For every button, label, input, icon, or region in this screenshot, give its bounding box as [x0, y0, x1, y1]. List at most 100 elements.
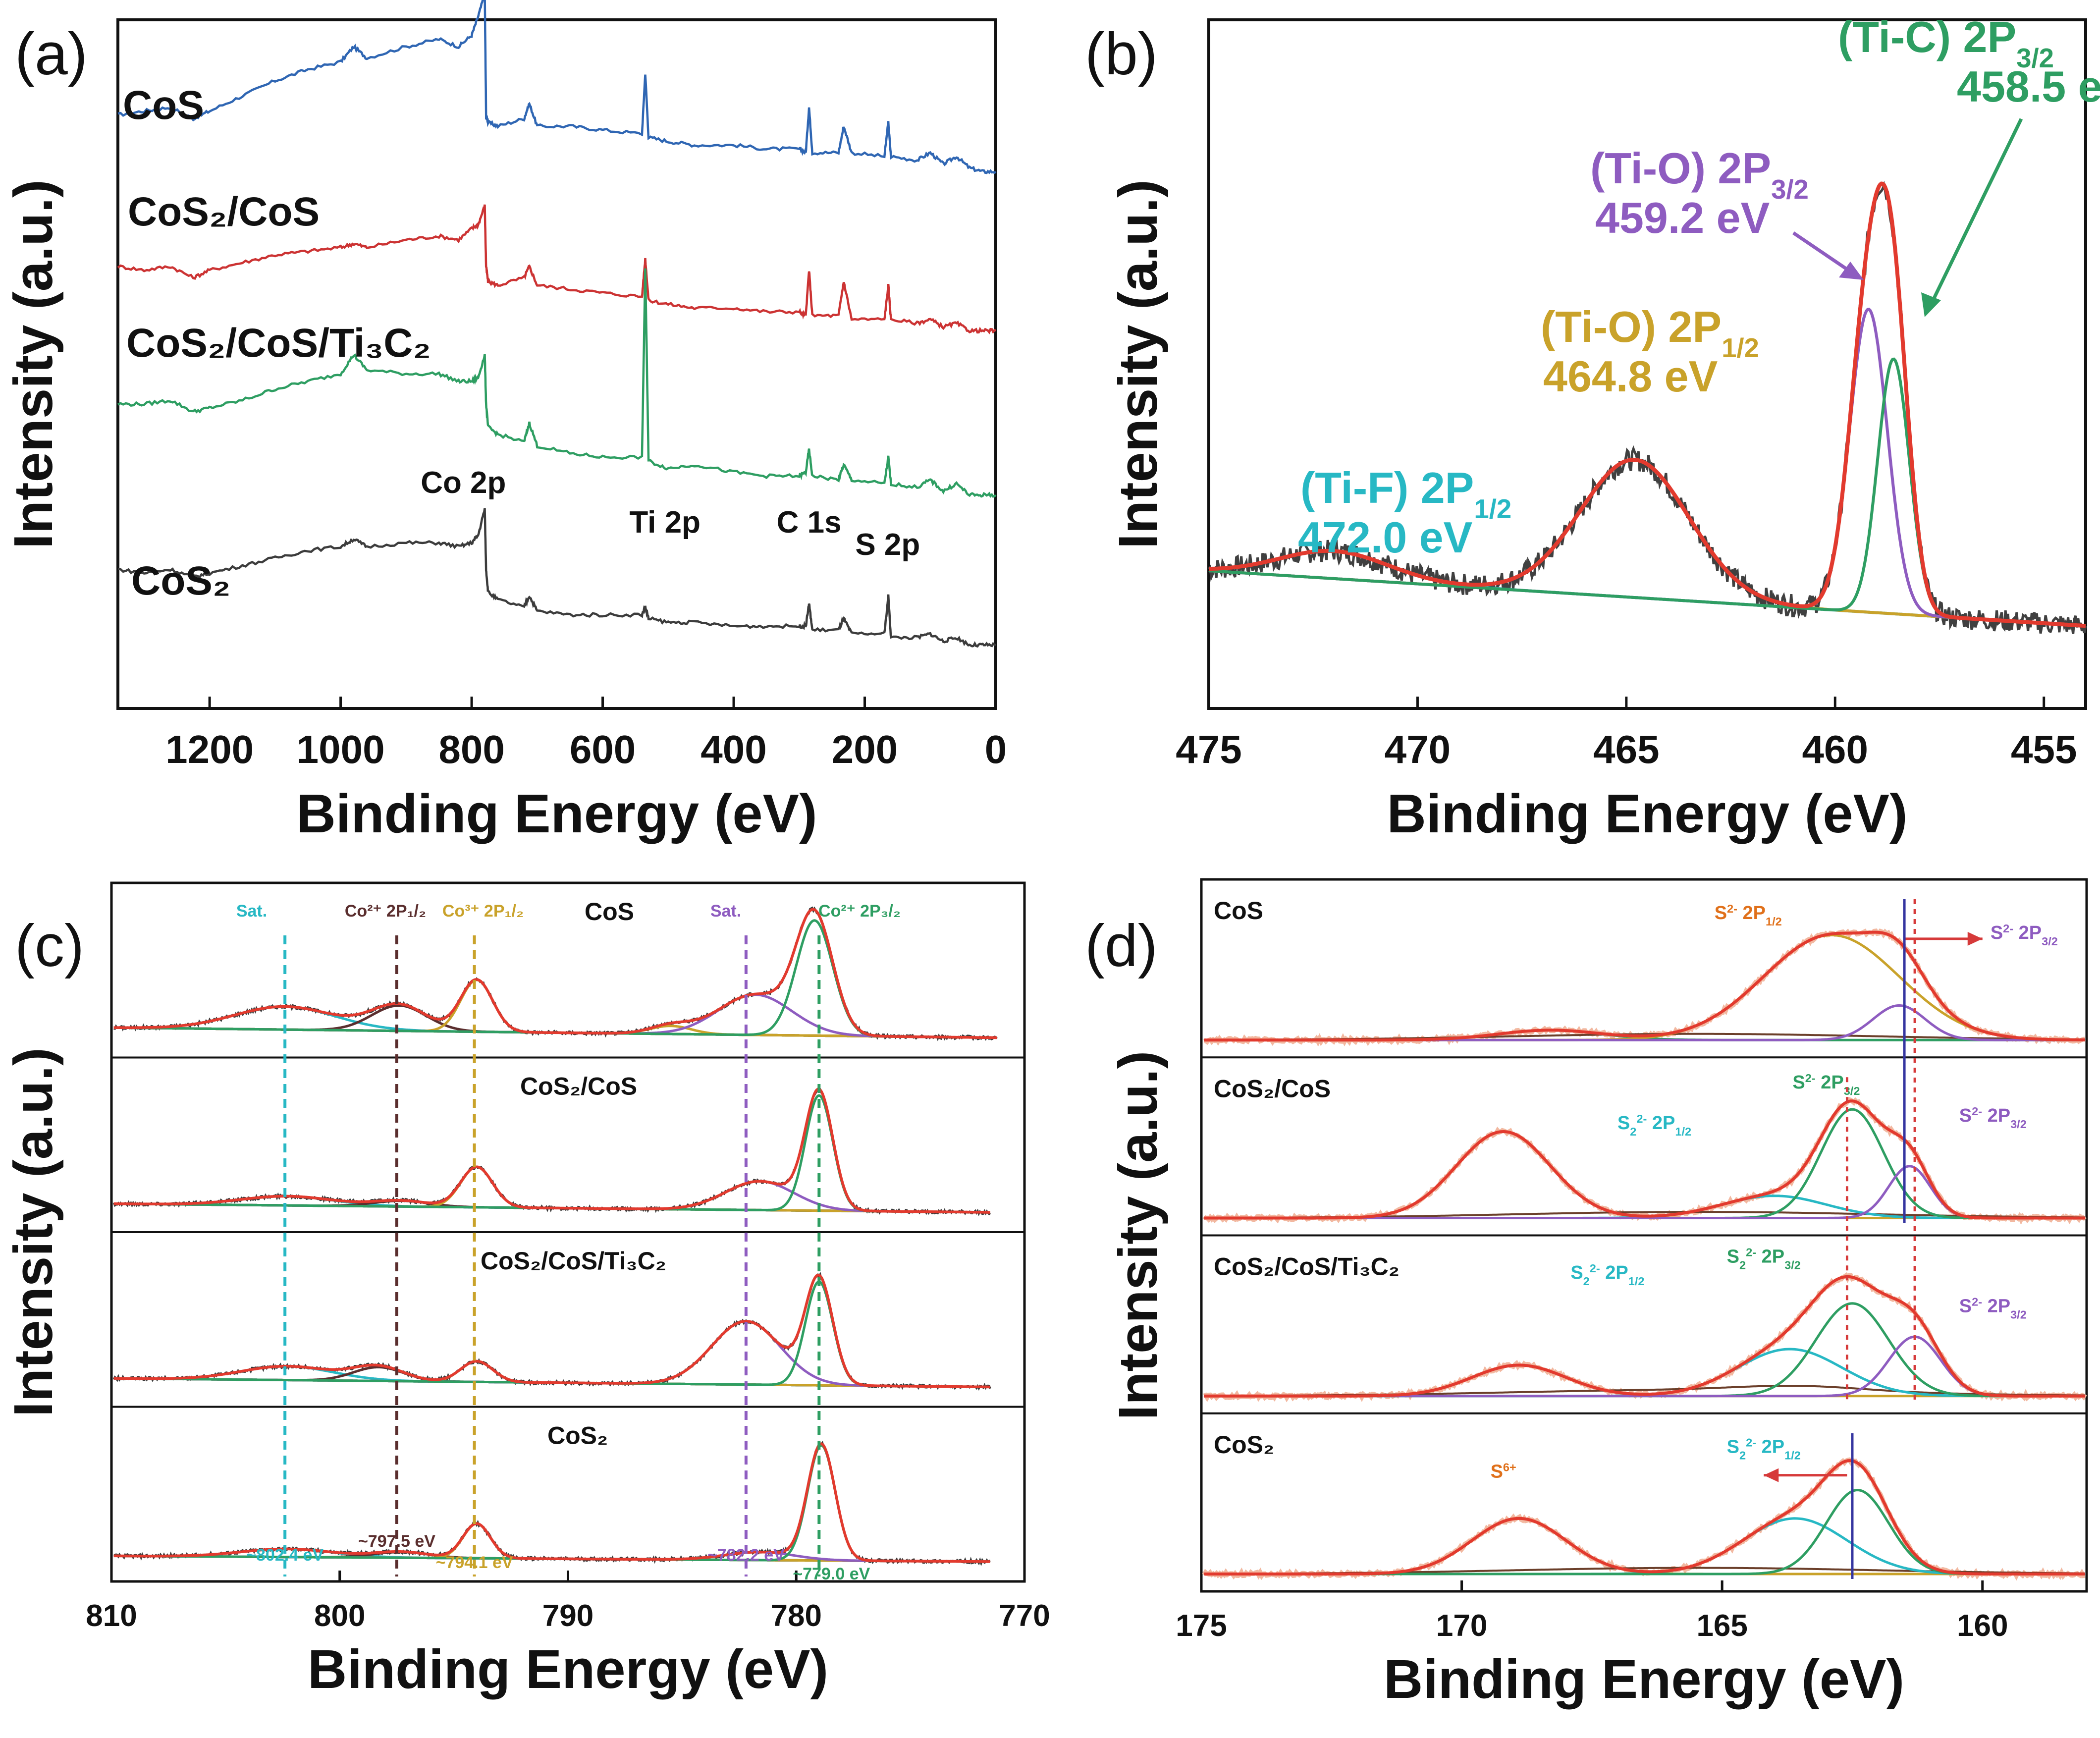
arrow-shaft — [1930, 118, 2023, 303]
peak-annotation: Ti 2p — [629, 505, 700, 540]
fit-envelope — [113, 1273, 990, 1389]
x-tick-label: 170 — [1436, 1609, 1487, 1643]
plot-frame — [116, 18, 997, 710]
fit-component — [1204, 1108, 2085, 1219]
raw-spectrum — [1208, 180, 2087, 634]
peak-annotation: S 2p — [855, 528, 920, 562]
marker-top-label: Co²⁺ 2P₁/₂ — [345, 902, 426, 921]
arrow-shaft — [1792, 231, 1851, 273]
x-tick-label: 460 — [1802, 727, 1868, 771]
fit-component — [1204, 1130, 2085, 1219]
series-line — [117, 508, 996, 648]
fit-component — [1204, 1488, 2085, 1575]
component-label: (Ti-C) 2P3/2 — [1838, 12, 2054, 73]
peak-label-part: 2P — [2013, 923, 2042, 943]
row-label: CoS₂/CoS — [1214, 1075, 1331, 1102]
raw-spectrum — [1203, 928, 2086, 1047]
peak-label-part: S — [1959, 1296, 1972, 1316]
x-tick-label: 470 — [1385, 727, 1451, 771]
raw-spectrum — [112, 1087, 991, 1216]
plot-frame — [1207, 18, 2087, 710]
panel-label: (d) — [1085, 913, 1158, 979]
peak-label-part: S — [1727, 1437, 1739, 1458]
peak-label-part: 3/2 — [2042, 935, 2058, 948]
marker-value-label: ~794.1 eV — [436, 1553, 513, 1572]
y-axis-title: Intensity (a.u.) — [3, 179, 64, 549]
peak-label-part: 2- — [1972, 1105, 1982, 1118]
row-label: CoS₂/CoS — [520, 1073, 637, 1100]
peak-label-part: S — [1491, 1462, 1503, 1482]
fit-envelope — [1204, 1099, 2085, 1220]
peak-label-part: 2P — [1756, 1437, 1784, 1458]
peak-label: S2- 2P3/2 — [1792, 1072, 1860, 1097]
component-label: (Ti-O) 2P1/2 — [1541, 302, 1759, 363]
peak-label-part: 2P — [1816, 1072, 1844, 1093]
peak-label-part: 2- — [1972, 1295, 1982, 1308]
marker-top-label: Sat. — [236, 902, 267, 921]
fit-component — [1204, 1517, 2085, 1575]
x-tick-label: 600 — [570, 727, 636, 771]
x-tick-label: 1200 — [165, 727, 254, 771]
peak-label-part: S — [1792, 1072, 1805, 1093]
x-tick-label: 770 — [999, 1599, 1050, 1633]
peak-label-part: 3/2 — [2010, 1308, 2027, 1321]
marker-top-label: Co³⁺ 2P₁/₂ — [442, 902, 524, 921]
peak-label-part: S — [1715, 903, 1727, 923]
raw-spectrum — [1203, 1272, 2087, 1403]
row-label: CoS₂ — [547, 1422, 608, 1450]
x-tick-label: 800 — [314, 1599, 365, 1633]
raw-spectrum — [113, 1440, 991, 1567]
raw-spectrum — [1202, 1457, 2086, 1581]
shift-arrow-head — [1967, 931, 1983, 946]
peak-label-part: 2P — [1737, 903, 1766, 923]
peak-label-part: 2- — [1805, 1072, 1816, 1085]
series-line — [117, 268, 997, 498]
x-axis-title: Binding Energy (eV) — [1384, 1649, 1904, 1710]
x-tick-label: 800 — [438, 727, 504, 771]
peak-label: S2- 2P3/2 — [1959, 1105, 2027, 1131]
peak-label-part: 2P — [1600, 1262, 1628, 1283]
x-axis-title: Binding Energy (eV) — [1387, 783, 1907, 844]
component-label-part: 3/2 — [2016, 43, 2054, 73]
marker-value-label: ~797.5 eV — [358, 1532, 435, 1551]
peak-label: S6+ — [1491, 1461, 1516, 1482]
peak-label: S2- 2P3/2 — [1959, 1295, 2027, 1321]
row-label: CoS₂ — [1214, 1431, 1274, 1459]
x-tick-label: 780 — [771, 1599, 822, 1633]
marker-top-label: Sat. — [710, 902, 741, 921]
x-tick-label: 175 — [1176, 1609, 1227, 1643]
x-tick-label: 400 — [700, 727, 766, 771]
series-label: CoS₂ — [131, 558, 230, 603]
panel-label: (c) — [15, 913, 84, 979]
peak-label-part: 2- — [1746, 1246, 1756, 1259]
marker-value-label: ~779.0 eV — [793, 1565, 870, 1583]
component-label: (Ti-F) 2P1/2 — [1300, 463, 1511, 524]
peak-label-part: 2P — [1982, 1296, 2010, 1316]
peak-label-part: 6+ — [1503, 1461, 1516, 1474]
component-label-part: (Ti-O) 2P — [1590, 144, 1771, 193]
component-energy: 472.0 eV — [1298, 513, 1473, 562]
peak-label-part: 2P — [1647, 1113, 1675, 1134]
peak-label: S22- 2P3/2 — [1727, 1246, 1801, 1272]
peak-label: S2- 2P3/2 — [1991, 922, 2058, 948]
row-label: CoS — [1214, 897, 1263, 924]
component-energy: 464.8 eV — [1543, 352, 1718, 401]
peak-annotation: C 1s — [777, 505, 842, 540]
panel-b-ti2p-spectrum: 475 470 465 460 455 Binding Energy (eV) Intens… — [1085, 12, 2100, 844]
component-energy: 458.5 eV — [1957, 62, 2100, 111]
panel-a-survey-spectra: 1200 1000 800 600 400 200 0 Binding Energy (eV)… — [3, 0, 1007, 844]
peak-label-part: 3/2 — [1784, 1259, 1801, 1272]
component-label-part: 3/2 — [1771, 174, 1809, 205]
panel-c-co2p-spectra: 810 800 790 780 770 Binding Energy (eV) Intens… — [3, 881, 1050, 1700]
x-tick-label: 165 — [1696, 1609, 1747, 1643]
y-axis-title: Intensity (a.u.) — [1108, 179, 1169, 549]
arrow-head — [1921, 292, 1941, 317]
fit-envelope — [1204, 930, 2085, 1042]
component-label-part: (Ti-F) 2P — [1300, 463, 1474, 512]
marker-value-label: ~782.2 eV — [707, 1546, 785, 1565]
x-axis-title: Binding Energy (eV) — [308, 1639, 828, 1700]
marker-value-label: ~802.4 eV — [246, 1546, 323, 1565]
peak-label: S22- 2P1/2 — [1617, 1112, 1691, 1138]
x-tick-label: 1000 — [297, 727, 385, 771]
